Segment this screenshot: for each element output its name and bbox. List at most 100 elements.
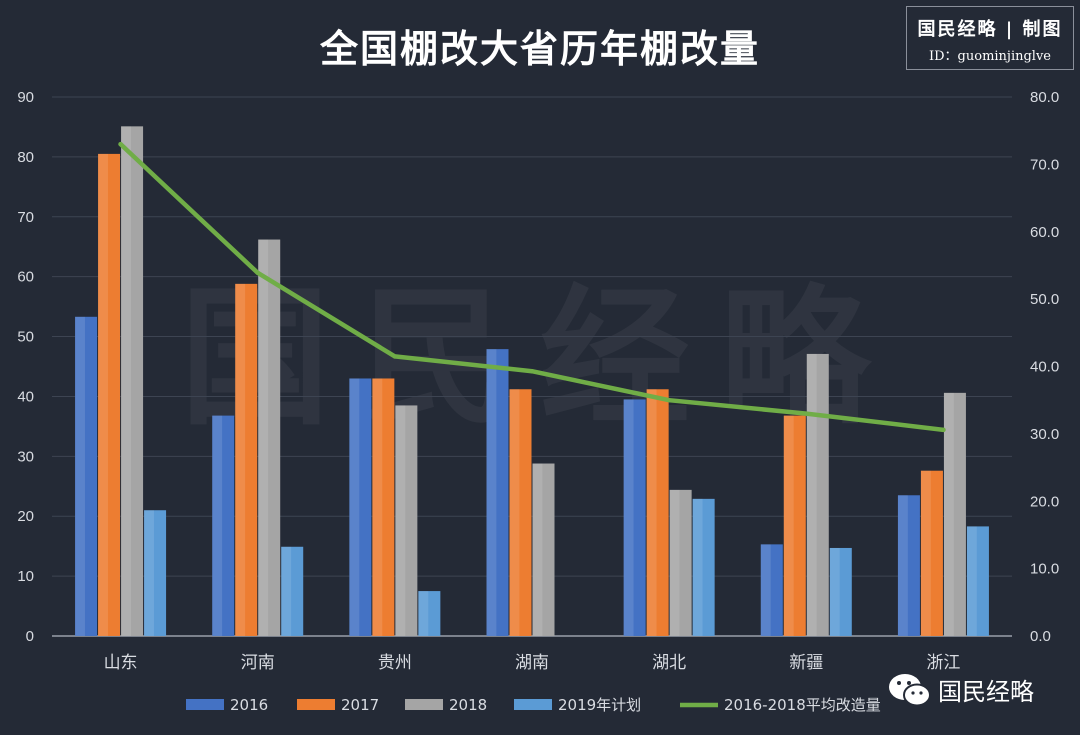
bar-highlight (646, 389, 657, 636)
y2-tick-label: 60.0 (1030, 224, 1059, 241)
bar-2016 (623, 399, 646, 636)
bar-2018 (669, 489, 692, 636)
y2-tick-label: 0.0 (1030, 628, 1051, 645)
bar-2018 (532, 463, 555, 636)
category-label: 山东 (104, 653, 138, 673)
bar-highlight (418, 591, 429, 636)
bar-highlight (920, 470, 931, 636)
bar-2019年计划 (966, 526, 989, 636)
category-label: 湖南 (515, 653, 549, 673)
bar-2018 (258, 239, 281, 636)
bar-2016 (486, 349, 509, 636)
y2-tick-label: 70.0 (1030, 156, 1059, 173)
y-tick-label: 60 (17, 269, 34, 286)
line-point (941, 427, 946, 433)
y2-tick-label: 30.0 (1030, 426, 1059, 443)
bar-2017 (783, 415, 806, 636)
brand-line1: 国民经略 | 制图 (917, 19, 1063, 40)
line-point (392, 354, 398, 359)
bar-highlight (692, 498, 703, 636)
bar-2018 (121, 126, 144, 637)
legend-label: 2016 (230, 696, 268, 714)
line-point (804, 411, 809, 416)
bar-highlight (783, 415, 794, 636)
bar-highlight (760, 544, 771, 636)
y-tick-label: 80 (17, 149, 34, 166)
footer-logo-text: 国民经略 (938, 678, 1034, 706)
legend-label: 2019年计划 (558, 696, 641, 714)
legend-swatch (405, 699, 443, 710)
bar-highlight (897, 495, 908, 636)
bar-highlight (349, 378, 360, 636)
y-tick-label: 30 (17, 448, 34, 465)
y-tick-label: 20 (17, 508, 34, 525)
y-tick-label: 0 (26, 628, 34, 645)
y2-tick-label: 40.0 (1030, 359, 1059, 376)
line-point (118, 141, 123, 147)
bar-2019年计划 (829, 547, 852, 636)
bar-highlight (212, 415, 223, 636)
category-label: 新疆 (789, 653, 823, 673)
bar-highlight (669, 489, 680, 636)
brand-box: 国民经略 | 制图 ID：guominjinglve (906, 6, 1074, 70)
bar-2017 (646, 389, 669, 636)
bar-2019年计划 (281, 546, 304, 636)
bar-highlight (806, 353, 817, 636)
legend-label: 2017 (341, 696, 379, 714)
bar-2017 (509, 389, 532, 636)
bar-2019年计划 (418, 591, 441, 636)
bar-highlight (623, 399, 634, 636)
legend-swatch (186, 699, 224, 710)
bar-2018 (943, 392, 966, 636)
wechat-logo: 国民经略 (886, 668, 1056, 708)
legend-label: 2018 (449, 696, 487, 714)
bar-highlight (258, 239, 269, 636)
bar-highlight (943, 392, 954, 636)
category-label: 河南 (241, 653, 275, 673)
legend-swatch (514, 699, 552, 710)
bar-2017 (920, 470, 943, 636)
chart-title: 全国棚改大省历年棚改量 (319, 27, 760, 71)
bar-2017 (235, 283, 258, 636)
bar-2019年计划 (144, 510, 167, 636)
bar-highlight (532, 463, 543, 636)
line-point (255, 270, 260, 276)
bar-highlight (121, 126, 131, 637)
bar-highlight (144, 510, 154, 636)
bar-highlight (486, 349, 497, 636)
y-tick-label: 70 (17, 209, 34, 226)
y2-tick-label: 20.0 (1030, 493, 1059, 510)
bar-highlight (75, 316, 85, 636)
bar-2017 (98, 153, 121, 636)
bar-highlight (235, 283, 246, 636)
bar-2016 (760, 544, 783, 636)
y-tick-label: 40 (17, 388, 34, 405)
bar-2018 (395, 405, 418, 636)
bar-highlight (98, 153, 108, 636)
line-point (529, 369, 535, 374)
category-label: 贵州 (378, 653, 412, 673)
y2-tick-label: 10.0 (1030, 561, 1059, 578)
bar-2018 (806, 353, 829, 636)
line-point (666, 397, 672, 403)
bar-highlight (372, 378, 383, 636)
y-tick-label: 10 (17, 568, 34, 585)
bar-highlight (395, 405, 406, 636)
y-tick-label: 90 (17, 89, 34, 106)
bar-2017 (372, 378, 395, 636)
legend-swatch (297, 699, 335, 710)
bar-2019年计划 (692, 498, 715, 636)
category-label: 浙江 (926, 653, 960, 673)
bar-2016 (349, 378, 372, 636)
bar-2016 (212, 415, 235, 636)
legend-label: 2016-2018平均改造量 (724, 696, 881, 714)
bar-2016 (897, 495, 920, 636)
wechat-icon (889, 674, 931, 707)
category-label: 湖北 (652, 653, 686, 673)
bar-highlight (509, 389, 520, 636)
bar-highlight (281, 546, 292, 636)
y2-tick-label: 50.0 (1030, 291, 1059, 308)
bar-2016 (75, 316, 98, 636)
